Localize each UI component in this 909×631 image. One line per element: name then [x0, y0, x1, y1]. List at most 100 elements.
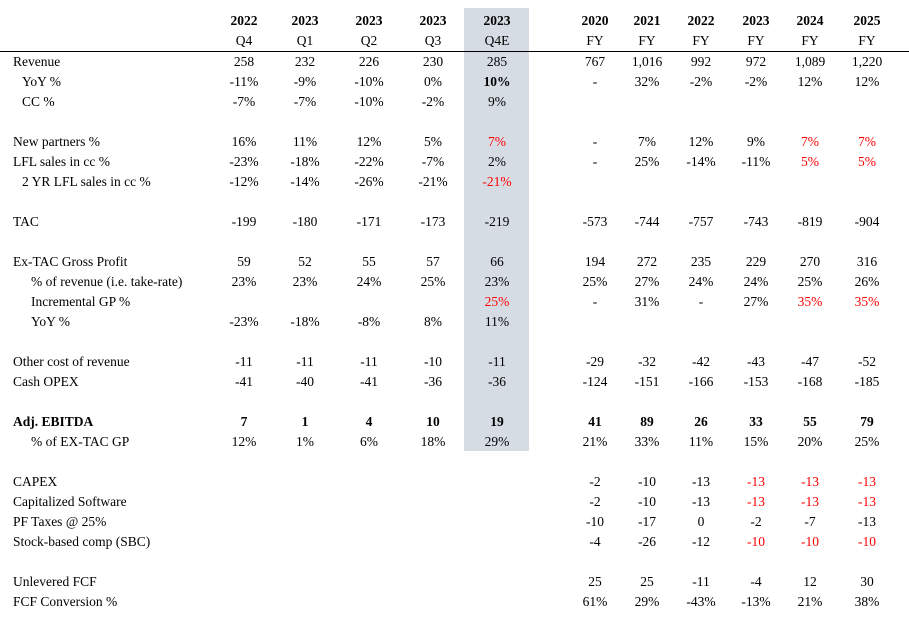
annual-value-cell: -10: [858, 534, 876, 549]
table-row: % of EX-TAC GP 12% 1% 6% 18% 29% 21% 33% 11% 15% 2…: [0, 432, 909, 452]
quarter-value-cell: -11: [360, 354, 378, 369]
quarter-value-cell: -173: [420, 214, 446, 229]
annual-value-cell: 767: [584, 54, 606, 69]
quarter-value-cell: -2%: [421, 94, 445, 109]
table-row: % of revenue (i.e. take-rate) 23% 23% 24% 25…: [0, 272, 909, 292]
quarter-value-cell: -180: [292, 214, 318, 229]
row-label: YoY %: [31, 314, 71, 329]
annual-value-cell: 9%: [747, 134, 765, 149]
annual-value-cell: 33%: [634, 434, 660, 449]
annual-value-cell: 12%: [797, 74, 823, 89]
row-label: CAPEX: [13, 474, 58, 489]
annual-value-cell: -17: [638, 514, 656, 529]
annual-value-cell: -12: [692, 534, 710, 549]
annual-value-cell: 30: [860, 574, 874, 589]
annual-value-cell: 272: [636, 254, 658, 269]
quarter-value-cell: -14%: [290, 174, 320, 189]
annual-value-cell: -757: [688, 214, 714, 229]
annual-value-cell: -13: [801, 494, 819, 509]
row-label: Revenue: [13, 54, 61, 69]
quarter-value-cell: -7%: [293, 94, 317, 109]
table-row: PF Taxes @ 25% -10 -17 0 -2 -7 -13: [0, 512, 909, 532]
row-label: New partners %: [13, 134, 100, 149]
table-row: Stock-based comp (SBC) -4 -26 -12 -10 -10 -10: [0, 532, 909, 552]
quarter-value-cell: -21%: [418, 174, 448, 189]
annual-value-cell: 5%: [801, 154, 819, 169]
header-quarter-period: Q4E: [484, 33, 510, 48]
annual-value-cell: 12%: [688, 134, 714, 149]
annual-value-cell: -11%: [741, 154, 771, 169]
annual-value-cell: -13: [858, 474, 876, 489]
quarter-value-cell: 8%: [424, 314, 442, 329]
header-fy-period: FY: [858, 33, 876, 48]
quarter-value-cell: -219: [484, 214, 510, 229]
quarter-value-cell: 52: [298, 254, 312, 269]
quarter-value-cell: 10: [426, 414, 440, 429]
quarter-value-cell: 25%: [420, 274, 446, 289]
annual-value-cell: 21%: [797, 594, 823, 609]
annual-value-cell: 972: [745, 54, 767, 69]
table-row: Capitalized Software -2 -10 -13 -13 -13 -13: [0, 492, 909, 512]
quarter-value-cell: -12%: [229, 174, 259, 189]
annual-value-cell: 26: [694, 414, 708, 429]
annual-value-cell: -13: [858, 514, 876, 529]
quarter-value-cell: -10%: [354, 94, 384, 109]
annual-value-cell: -151: [634, 374, 660, 389]
quarter-value-cell: 24%: [356, 274, 382, 289]
quarter-value-cell: 29%: [484, 434, 510, 449]
annual-value-cell: 270: [799, 254, 821, 269]
table-row: Other cost of revenue -11 -11 -11 -10 -11 -29 -…: [0, 352, 909, 372]
annual-value-cell: -42: [692, 354, 710, 369]
annual-value-cell: -904: [854, 214, 880, 229]
annual-value-cell: 89: [640, 414, 654, 429]
annual-value-cell: -: [592, 134, 598, 149]
annual-value-cell: -2: [589, 494, 601, 509]
quarter-value-cell: -199: [231, 214, 257, 229]
quarter-value-cell: 23%: [484, 274, 510, 289]
annual-value-cell: 25%: [797, 274, 823, 289]
quarter-value-cell: 12%: [231, 434, 257, 449]
quarter-value-cell: 23%: [292, 274, 318, 289]
quarter-value-cell: 7: [240, 414, 248, 429]
annual-value-cell: 7%: [638, 134, 656, 149]
header-fy-period: FY: [747, 33, 765, 48]
quarter-value-cell: -22%: [354, 154, 384, 169]
quarter-value-cell: 16%: [231, 134, 257, 149]
quarter-value-cell: 1%: [296, 434, 314, 449]
annual-value-cell: 41: [588, 414, 602, 429]
quarter-value-cell: 285: [486, 54, 508, 69]
annual-value-cell: -124: [582, 374, 608, 389]
quarter-value-cell: 59: [237, 254, 251, 269]
annual-value-cell: 316: [856, 254, 878, 269]
annual-value-cell: -: [592, 74, 598, 89]
quarter-value-cell: -11%: [229, 74, 259, 89]
annual-value-cell: -13: [747, 494, 765, 509]
annual-value-cell: -166: [688, 374, 714, 389]
annual-value-cell: -13: [692, 494, 710, 509]
header-fy-period: FY: [801, 33, 819, 48]
annual-value-cell: -10: [801, 534, 819, 549]
header-fy-year: 2022: [687, 13, 715, 28]
annual-value-cell: 27%: [743, 294, 769, 309]
header-fy-period: FY: [586, 33, 604, 48]
annual-value-cell: 25: [640, 574, 654, 589]
header-quarter-period: Q3: [424, 33, 442, 48]
quarter-value-cell: -8%: [357, 314, 381, 329]
quarter-value-cell: -23%: [229, 154, 259, 169]
row-label: Other cost of revenue: [13, 354, 130, 369]
row-label: FCF Conversion %: [13, 594, 118, 609]
header-fy-year: 2021: [633, 13, 661, 28]
row-label: LFL sales in cc %: [13, 154, 110, 169]
annual-value-cell: 27%: [634, 274, 660, 289]
annual-value-cell: 29%: [634, 594, 660, 609]
annual-value-cell: -743: [743, 214, 769, 229]
quarter-value-cell: 66: [490, 254, 504, 269]
header-year-row: 2022 2023 2023 2023 2023 2020 2021 2022 2023 2024…: [0, 11, 909, 31]
table-row: Ex-TAC Gross Profit 59 52 55 57 66 194 272 235 22…: [0, 252, 909, 272]
quarter-value-cell: -40: [296, 374, 314, 389]
quarter-value-cell: -18%: [290, 154, 320, 169]
quarter-value-cell: -21%: [482, 174, 512, 189]
annual-value-cell: -11: [692, 574, 710, 589]
annual-value-cell: -2%: [689, 74, 713, 89]
header-quarter-year: 2023: [419, 13, 447, 28]
